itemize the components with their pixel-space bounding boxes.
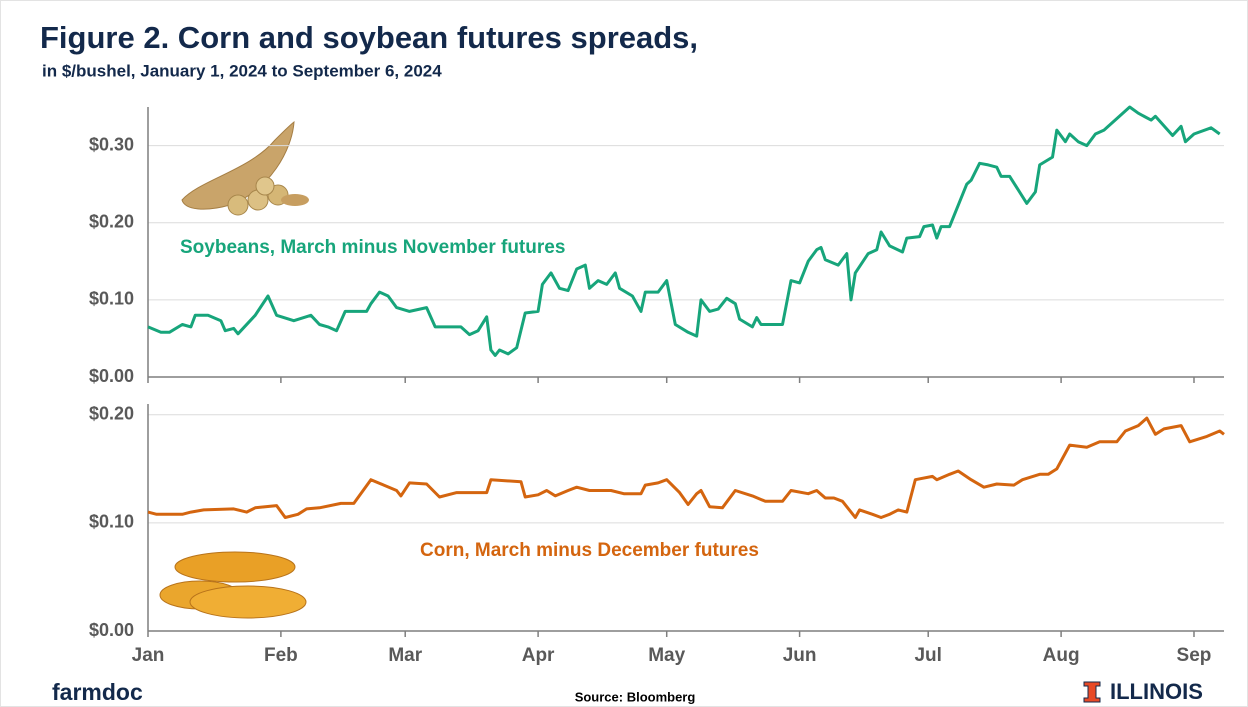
annotation: Corn, March minus December futures xyxy=(420,540,759,561)
y-tick-label: $0.10 xyxy=(89,512,134,532)
line xyxy=(147,105,1221,357)
y-tick-label: $0.20 xyxy=(89,404,134,424)
soybean-image xyxy=(181,120,309,216)
y-tick-label: $0.20 xyxy=(89,211,134,231)
logo: ILLINOIS xyxy=(1110,679,1203,704)
x-tick-label: May xyxy=(648,645,685,666)
x-tick-label: Aug xyxy=(1043,645,1080,666)
annotation: Soybeans, March minus November futures xyxy=(180,237,565,258)
corn-image xyxy=(159,551,307,619)
x-tick-label: Jan xyxy=(132,645,165,666)
y-tick-label: $0.10 xyxy=(89,289,134,309)
x-tick-label: Sep xyxy=(1177,645,1212,666)
x-tick-label: Apr xyxy=(522,645,555,666)
chart-title: Figure 2. Corn and soybean futures sprea… xyxy=(40,20,698,55)
y-tick-label: $0.00 xyxy=(89,620,134,640)
x-tick-label: Jul xyxy=(914,645,941,666)
line xyxy=(147,416,1225,519)
x-tick-label: Jun xyxy=(783,645,817,666)
brand: farmdoc xyxy=(52,679,143,705)
chart-subtitle: in $/bushel, January 1, 2024 to Septembe… xyxy=(42,61,442,80)
y-tick-label: $0.30 xyxy=(89,134,134,154)
source: Source: Bloomberg xyxy=(575,689,696,704)
logo-icon xyxy=(1083,681,1101,703)
y-tick-label: $0.00 xyxy=(89,366,134,386)
x-tick-label: Mar xyxy=(388,645,422,666)
x-tick-label: Feb xyxy=(264,645,298,666)
